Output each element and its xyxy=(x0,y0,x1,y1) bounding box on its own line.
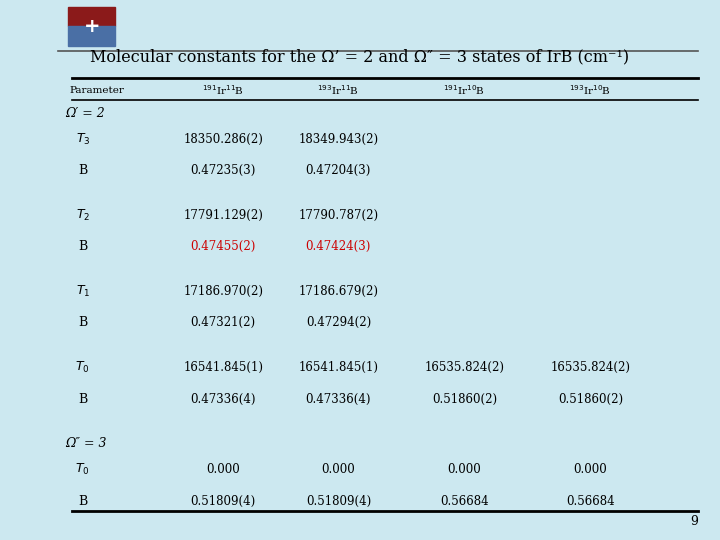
Text: 0.000: 0.000 xyxy=(448,463,481,476)
Text: $T_{0}$: $T_{0}$ xyxy=(76,360,90,375)
Text: $T_{1}$: $T_{1}$ xyxy=(76,284,90,299)
Text: 17186.679(2): 17186.679(2) xyxy=(298,285,379,298)
Text: 0.51860(2): 0.51860(2) xyxy=(558,393,623,406)
Text: 16535.824(2): 16535.824(2) xyxy=(550,361,631,374)
Text: $T_{2}$: $T_{2}$ xyxy=(76,208,90,223)
Text: 17791.129(2): 17791.129(2) xyxy=(184,209,263,222)
Text: Parameter: Parameter xyxy=(70,86,125,94)
Text: 0.51809(4): 0.51809(4) xyxy=(306,495,371,508)
Text: $^{191}$Ir$^{11}$B: $^{191}$Ir$^{11}$B xyxy=(202,83,244,97)
Bar xyxy=(68,7,115,26)
Text: 18350.286(2): 18350.286(2) xyxy=(184,133,263,146)
Text: 0.47455(2): 0.47455(2) xyxy=(191,240,256,253)
Text: 0.000: 0.000 xyxy=(322,463,355,476)
Text: $^{191}$Ir$^{10}$B: $^{191}$Ir$^{10}$B xyxy=(444,83,485,97)
Text: 0.47204(3): 0.47204(3) xyxy=(306,164,371,177)
Text: 18349.943(2): 18349.943(2) xyxy=(298,133,379,146)
Text: 9: 9 xyxy=(690,515,698,528)
Text: B: B xyxy=(78,393,87,406)
Text: $^{193}$Ir$^{11}$B: $^{193}$Ir$^{11}$B xyxy=(318,83,359,97)
Text: 0.47336(4): 0.47336(4) xyxy=(306,393,371,406)
Text: 0.000: 0.000 xyxy=(207,463,240,476)
Text: 0.51809(4): 0.51809(4) xyxy=(191,495,256,508)
Text: 17790.787(2): 17790.787(2) xyxy=(298,209,379,222)
Text: 16541.845(1): 16541.845(1) xyxy=(298,361,379,374)
Text: B: B xyxy=(78,240,87,253)
Text: 0.47336(4): 0.47336(4) xyxy=(191,393,256,406)
Text: B: B xyxy=(78,164,87,177)
Text: Molecular constants for the Ω’ = 2 and Ω″ = 3 states of IrB (cm⁻¹): Molecular constants for the Ω’ = 2 and Ω… xyxy=(91,48,629,65)
Text: Ω″ = 3: Ω″ = 3 xyxy=(65,437,107,450)
Text: B: B xyxy=(78,316,87,329)
Text: $T_{3}$: $T_{3}$ xyxy=(76,132,90,147)
Text: 0.56684: 0.56684 xyxy=(440,495,489,508)
Text: 0.47321(2): 0.47321(2) xyxy=(191,316,256,329)
Text: 0.47235(3): 0.47235(3) xyxy=(191,164,256,177)
Text: 16535.824(2): 16535.824(2) xyxy=(424,361,505,374)
Text: 0.000: 0.000 xyxy=(574,463,607,476)
Text: B: B xyxy=(78,495,87,508)
Text: +: + xyxy=(84,17,100,36)
Text: Ω′ = 2: Ω′ = 2 xyxy=(65,107,104,120)
Text: $T_{0}$: $T_{0}$ xyxy=(76,462,90,477)
Text: 0.51860(2): 0.51860(2) xyxy=(432,393,497,406)
Text: 17186.970(2): 17186.970(2) xyxy=(183,285,264,298)
Text: 0.47424(3): 0.47424(3) xyxy=(306,240,371,253)
Text: 0.47294(2): 0.47294(2) xyxy=(306,316,371,329)
Text: $^{193}$Ir$^{10}$B: $^{193}$Ir$^{10}$B xyxy=(570,83,611,97)
Text: 16541.845(1): 16541.845(1) xyxy=(183,361,264,374)
Bar xyxy=(68,26,115,46)
Text: 0.56684: 0.56684 xyxy=(566,495,615,508)
